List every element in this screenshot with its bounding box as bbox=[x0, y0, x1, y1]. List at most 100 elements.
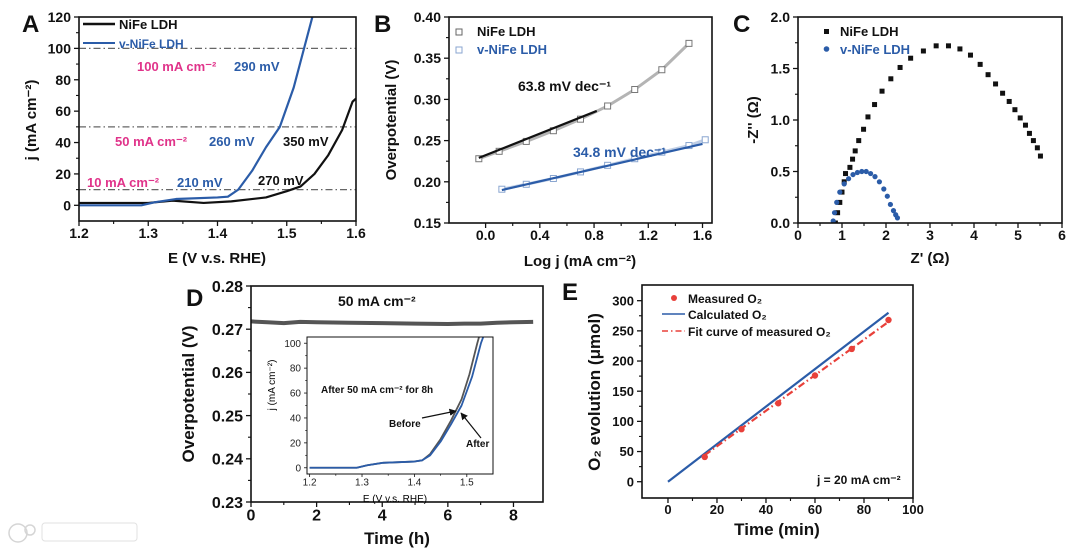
x-tick-label: 0.0 bbox=[476, 227, 496, 243]
series-group bbox=[251, 319, 534, 327]
y-tick-label: 1.0 bbox=[771, 112, 791, 128]
panel-letter-c: C bbox=[733, 11, 750, 38]
data-point-measured-o- bbox=[885, 316, 892, 324]
data-point-v-nife-ldh bbox=[859, 168, 865, 175]
y-tick-label: 0 bbox=[63, 197, 71, 213]
x-tick-label: 0 bbox=[794, 227, 802, 243]
inset-background bbox=[307, 337, 493, 474]
data-point-measured-o- bbox=[701, 453, 708, 461]
x-tick-label: 2 bbox=[312, 508, 321, 525]
y-tick-label: 250 bbox=[612, 324, 634, 339]
data-point-nife-ldh bbox=[1017, 115, 1023, 121]
data-point-nife-ldh bbox=[933, 43, 939, 49]
series-group bbox=[79, 17, 356, 207]
x-tick-label: 0.4 bbox=[530, 227, 550, 243]
data-point-nife-ldh bbox=[1000, 90, 1006, 96]
watermark-logo-icon bbox=[8, 522, 138, 543]
data-point-v-nife-ldh bbox=[701, 136, 709, 144]
data-point-nife-ldh bbox=[861, 126, 867, 132]
data-point-nife-ldh bbox=[847, 164, 853, 170]
y-tick-label: 100 bbox=[48, 40, 72, 56]
panel-c-ylabel: -Z'' (Ω) bbox=[745, 96, 762, 143]
data-point-nife-ldh bbox=[835, 210, 841, 216]
panel-d-chart: 0 2 4 6 8 0.23 0.24 0.25 0.26 0.27 0.28 bbox=[212, 279, 544, 525]
data-point-nife-ldh bbox=[658, 66, 666, 74]
y-tick-label: 120 bbox=[48, 9, 72, 25]
y-tick-label: 0.25 bbox=[212, 408, 243, 425]
data-point-v-nife-ldh bbox=[872, 174, 878, 180]
annotation-290mv: 290 mV bbox=[234, 59, 280, 74]
series-line-v-nife-ldh bbox=[79, 17, 314, 207]
panel-a-chart: 1.2 1.3 1.4 1.5 1.6 0 20 40 60 80 100 120 bbox=[48, 9, 366, 241]
y-tick-label: 80 bbox=[290, 364, 302, 375]
y-tick-label: 300 bbox=[612, 293, 634, 308]
panel-c-chart: 0 1 2 3 4 5 6 0.0 0.5 1.0 1.5 2.0 bbox=[771, 9, 1067, 243]
x-tick-label: 1.5 bbox=[277, 225, 297, 241]
data-point-v-nife-ldh bbox=[863, 168, 869, 175]
y-tick-label: 0.24 bbox=[212, 452, 243, 469]
y-tick-label: 40 bbox=[55, 135, 71, 151]
annotation-100ma: 100 mA cm⁻² bbox=[137, 59, 217, 74]
series-line-v-nife-ldh-at-50-ma-cm- bbox=[251, 319, 534, 327]
legend-label-vnife: v-NiFe LDH bbox=[840, 42, 910, 57]
legend-label-nife: NiFe LDH bbox=[477, 24, 536, 39]
x-tick-label: 1.3 bbox=[355, 478, 369, 489]
x-tick-label: 60 bbox=[808, 502, 822, 517]
series-group bbox=[830, 43, 1043, 223]
panel-e-chart: 0 20 40 60 80 100 0 50 100 150 200 250 300 bbox=[612, 284, 924, 517]
panel-letter-a: A bbox=[22, 11, 39, 38]
y-tick-label: 0.27 bbox=[212, 322, 243, 339]
y-tick-label: 0.40 bbox=[414, 9, 441, 25]
data-point-nife-ldh bbox=[475, 155, 483, 163]
y-tick-label: 20 bbox=[290, 438, 302, 449]
inset-condition-label: After 50 mA cm⁻² for 8h bbox=[321, 385, 433, 396]
data-point-v-nife-ldh bbox=[854, 169, 861, 176]
tafel-slope-nife: 63.8 mV dec⁻¹ bbox=[518, 78, 611, 94]
panel-letter-e: E bbox=[562, 279, 578, 306]
x-tick-label: 8 bbox=[509, 508, 518, 525]
panel-letter-b: B bbox=[374, 11, 391, 38]
data-point-v-nife-ldh bbox=[890, 208, 897, 214]
data-point-nife-ldh bbox=[957, 46, 963, 52]
data-point-nife-ldh bbox=[685, 39, 693, 47]
data-point-nife-ldh bbox=[897, 64, 903, 70]
legend-marker-vnife bbox=[823, 46, 830, 52]
data-point-v-nife-ldh bbox=[894, 215, 901, 221]
y-tick-label: 0.25 bbox=[414, 133, 441, 149]
panel-b-chart: 0.0 0.4 0.8 1.2 1.6 0.15 0.20 0.25 0.30 0.35 0.40 bbox=[414, 9, 713, 243]
data-point-nife-ldh bbox=[872, 102, 878, 108]
after-arrow bbox=[460, 412, 482, 439]
annotation-current-density: j = 20 mA cm⁻² bbox=[816, 473, 901, 487]
panel-letter-d: D bbox=[186, 285, 203, 312]
x-tick-label: 1.3 bbox=[139, 225, 159, 241]
x-tick-label: 1.4 bbox=[407, 478, 421, 489]
panel-d-xlabel: Time (h) bbox=[364, 529, 430, 548]
data-point-nife-ldh bbox=[604, 102, 612, 110]
x-tick-label: 5 bbox=[1014, 227, 1022, 243]
y-tick-label: 60 bbox=[290, 389, 302, 400]
x-tick-label: 1.5 bbox=[460, 478, 474, 489]
y-tick-label: 0 bbox=[295, 463, 301, 474]
legend-label-calculated: Calculated O₂ bbox=[688, 308, 767, 322]
x-tick-label: 1.2 bbox=[303, 478, 317, 489]
inset-after-label: After bbox=[466, 439, 489, 450]
y-tick-label: 2.0 bbox=[771, 9, 791, 25]
panel-a-xlabel: E (V v.s. RHE) bbox=[168, 250, 266, 267]
data-point-v-nife-ldh bbox=[837, 189, 843, 195]
x-tick-label: 40 bbox=[759, 502, 773, 517]
x-tick-label: 1 bbox=[838, 227, 846, 243]
annotation-210mv: 210 mV bbox=[177, 175, 223, 190]
data-point-nife-ldh bbox=[977, 61, 983, 67]
y-tick-label: 0.30 bbox=[414, 91, 441, 107]
y-tick-label: 0.0 bbox=[771, 215, 791, 231]
data-point-v-nife-ldh bbox=[850, 171, 856, 178]
panel-d-ylabel: Overpotential (V) bbox=[179, 326, 198, 463]
panel-d-inset-xlabel: E (V v.s. RHE) bbox=[363, 494, 427, 505]
y-tick-label: 100 bbox=[612, 414, 634, 429]
series-line-fit-curve-of-measured-o- bbox=[704, 320, 890, 457]
x-tick-label: 4 bbox=[378, 508, 387, 525]
data-point-nife-ldh bbox=[1012, 107, 1018, 113]
data-point-v-nife-ldh bbox=[841, 181, 847, 187]
legend-label-fit: Fit curve of measured O₂ bbox=[688, 325, 831, 339]
